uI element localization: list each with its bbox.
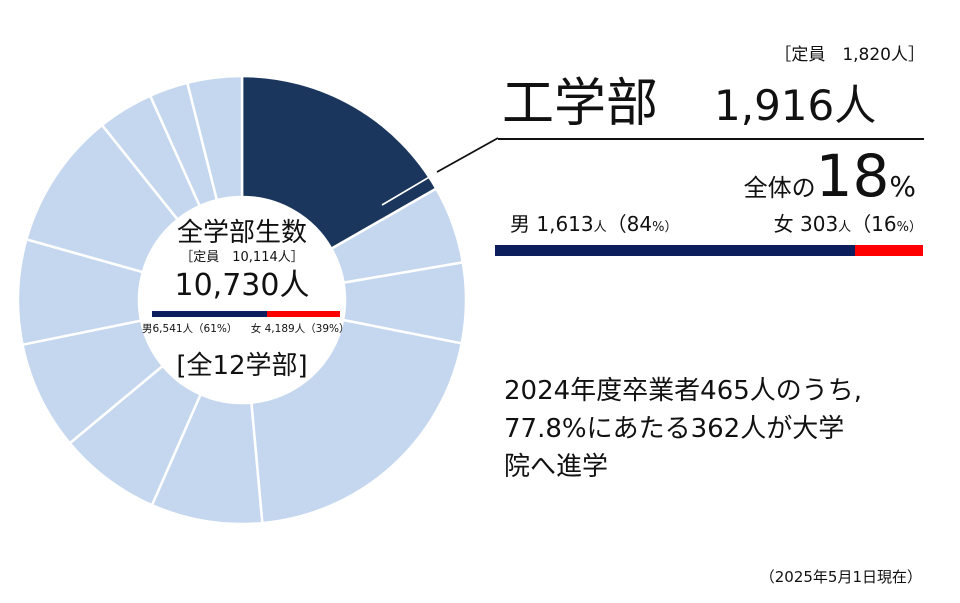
total-count: 10,730人 [174,268,310,303]
donut-slice [185,74,244,202]
total-gender-split: 男6,541人（61%） 女 4,189人（39%） [142,321,350,337]
dept-female-bar [854,245,923,256]
dept-capacity: ［定員 1,820人］ [774,45,925,65]
dept-male: 男 1,613人（84%） [510,212,678,236]
dept-female: 女 303人（16%） [773,212,922,236]
dept-name: 工学部 [502,74,659,134]
total-title: 全学部生数 [176,218,307,248]
total-female-bar [266,311,340,317]
dept-male-bar [495,245,855,256]
note-line-3: 院へ進学 [504,452,609,482]
as-of-date: （2025年5月1日現在） [759,568,922,586]
donut-chart [18,74,490,525]
note-line-1: 2024年度卒業者465人のうち, [504,376,863,406]
donut-slice [249,318,464,525]
total-gender-bar [152,311,340,317]
total-female-label: 女 4,189人（39%） [250,323,350,335]
note-line-2: 77.8%にあたる362人が大学 [504,414,845,444]
departments-count: [全12学部] [176,351,308,381]
total-male-label: 男6,541人（61%） [142,323,238,335]
total-male-bar [152,311,267,317]
dept-count: 1,916人 [714,81,877,130]
dept-gender-bar [495,245,923,256]
overall-share: 全体の18% [744,144,916,223]
dept-gender-split: 男 1,613人（84%） 女 303人（16%） [510,210,922,242]
overall-share-label: 全体の [743,174,816,202]
overall-share-value: 18 [815,142,890,210]
overall-share-sign: % [889,170,916,203]
donut-slice-highlight [240,74,439,251]
divider [498,138,924,140]
callout-line-inner [381,139,490,206]
total-capacity: ［定員 10,114人］ [180,250,304,265]
